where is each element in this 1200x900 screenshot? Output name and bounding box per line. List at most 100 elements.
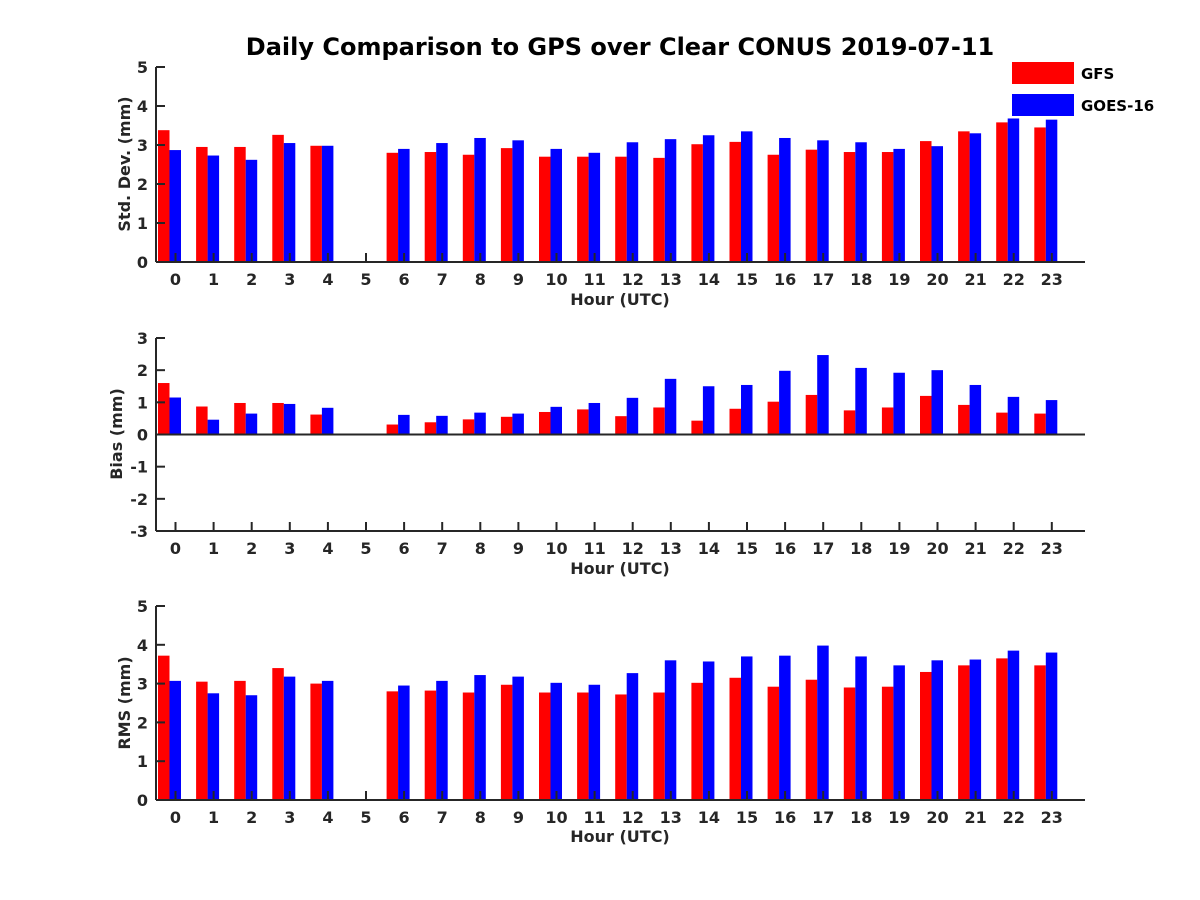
x-tick-label-std-13: 13	[660, 270, 682, 289]
bar-rms-goes16-hour-1	[207, 693, 220, 800]
bar-std-goes16-hour-12	[626, 142, 639, 262]
bar-rms-goes16-hour-10	[550, 682, 562, 800]
x-tick-label-bias-16: 16	[774, 539, 796, 558]
bar-bias-gfs-hour-20	[920, 395, 932, 435]
bar-std-goes16-hour-1	[207, 155, 220, 262]
bar-bias-gfs-hour-16	[767, 401, 780, 435]
y-tick-label-bias-3: 3	[137, 329, 148, 348]
bar-rms-gfs-hour-17	[805, 679, 818, 800]
bar-bias-goes16-hour-9	[512, 413, 524, 435]
x-tick-label-std-2: 2	[246, 270, 257, 289]
legend-label-goes16: GOES-16	[1081, 97, 1154, 115]
x-tick-label-bias-17: 17	[812, 539, 834, 558]
x-tick-label-std-8: 8	[475, 270, 486, 289]
x-tick-label-rms-6: 6	[399, 808, 410, 827]
bar-rms-gfs-hour-3	[272, 668, 284, 800]
bar-bias-goes16-hour-22	[1007, 396, 1020, 435]
x-tick-label-rms-0: 0	[170, 808, 181, 827]
bar-rms-gfs-hour-14	[691, 682, 703, 800]
bar-rms-gfs-hour-19	[881, 686, 894, 800]
bar-std-gfs-hour-17	[805, 149, 818, 262]
bar-bias-gfs-hour-13	[653, 407, 665, 435]
x-tick-label-rms-21: 21	[964, 808, 986, 827]
x-tick-label-bias-8: 8	[475, 539, 486, 558]
x-tick-label-rms-1: 1	[208, 808, 219, 827]
bar-bias-goes16-hour-11	[588, 402, 601, 435]
bar-rms-gfs-hour-8	[462, 692, 475, 800]
x-tick-label-rms-15: 15	[736, 808, 758, 827]
bar-rms-goes16-hour-19	[893, 665, 905, 800]
bar-rms-goes16-hour-13	[664, 660, 677, 800]
bar-std-goes16-hour-15	[741, 131, 753, 262]
bar-std-goes16-hour-11	[588, 152, 601, 262]
bar-std-goes16-hour-2	[245, 159, 258, 262]
x-tick-label-std-9: 9	[513, 270, 524, 289]
x-tick-label-bias-21: 21	[964, 539, 986, 558]
bar-bias-goes16-hour-7	[436, 415, 448, 435]
bar-std-gfs-hour-18	[843, 152, 856, 262]
bar-rms-goes16-hour-16	[779, 655, 791, 800]
bar-std-gfs-hour-22	[996, 122, 1008, 262]
y-tick-label-bias-0: 0	[137, 426, 148, 445]
x-tick-label-std-17: 17	[812, 270, 834, 289]
bar-rms-gfs-hour-22	[996, 658, 1008, 800]
bar-bias-gfs-hour-10	[539, 411, 551, 435]
bar-std-gfs-hour-9	[500, 148, 513, 262]
bar-std-gfs-hour-4	[310, 145, 322, 262]
y-tick-label-std-0: 0	[137, 253, 148, 272]
bar-std-gfs-hour-8	[462, 154, 475, 262]
legend-swatch-goes16	[1012, 94, 1074, 116]
x-tick-label-bias-6: 6	[399, 539, 410, 558]
x-tick-label-std-4: 4	[322, 270, 333, 289]
bar-rms-gfs-hour-10	[539, 692, 551, 800]
bar-std-goes16-hour-14	[702, 135, 715, 262]
bar-bias-goes16-hour-14	[702, 386, 715, 435]
y-tick-label-rms-4: 4	[137, 636, 148, 655]
bar-bias-gfs-hour-12	[615, 416, 627, 435]
bar-std-gfs-hour-11	[577, 156, 589, 262]
legend-label-gfs: GFS	[1081, 65, 1114, 83]
x-tick-label-std-12: 12	[622, 270, 644, 289]
bar-rms-gfs-hour-0	[158, 655, 170, 800]
bar-std-gfs-hour-12	[615, 156, 627, 262]
bar-bias-goes16-hour-20	[931, 370, 943, 435]
bar-bias-goes16-hour-13	[664, 378, 677, 435]
bar-bias-goes16-hour-16	[779, 370, 791, 435]
x-tick-label-bias-22: 22	[1003, 539, 1025, 558]
y-tick-label-rms-1: 1	[137, 752, 148, 771]
x-tick-label-std-10: 10	[545, 270, 567, 289]
bar-std-gfs-hour-6	[386, 152, 399, 262]
x-tick-label-rms-9: 9	[513, 808, 524, 827]
bar-rms-goes16-hour-18	[855, 656, 867, 800]
x-tick-label-rms-4: 4	[322, 808, 333, 827]
bar-std-goes16-hour-7	[436, 143, 448, 262]
x-tick-label-bias-18: 18	[850, 539, 872, 558]
bar-bias-goes16-hour-6	[398, 414, 410, 435]
bar-std-goes16-hour-4	[321, 145, 334, 262]
y-tick-label-rms-2: 2	[137, 713, 148, 732]
bar-rms-gfs-hour-13	[653, 692, 665, 800]
x-tick-label-bias-11: 11	[583, 539, 605, 558]
x-tick-label-rms-23: 23	[1041, 808, 1063, 827]
legend: GFS GOES-16	[1012, 62, 1154, 116]
y-tick-label-std-5: 5	[137, 58, 148, 77]
x-tick-label-std-7: 7	[437, 270, 448, 289]
y-tick-label-bias-2: 2	[137, 361, 148, 380]
bar-std-gfs-hour-19	[881, 152, 894, 262]
bar-rms-gfs-hour-7	[424, 690, 437, 800]
bar-std-goes16-hour-20	[931, 146, 943, 262]
bar-rms-gfs-hour-18	[843, 687, 856, 800]
bar-std-goes16-hour-17	[817, 140, 829, 262]
x-tick-label-bias-3: 3	[284, 539, 295, 558]
bar-rms-goes16-hour-12	[626, 673, 639, 800]
bar-std-goes16-hour-10	[550, 148, 562, 262]
bar-std-gfs-hour-0	[158, 130, 170, 262]
y-tick-label-rms-0: 0	[137, 791, 148, 810]
x-tick-label-bias-0: 0	[170, 539, 181, 558]
bar-rms-gfs-hour-1	[196, 681, 208, 800]
x-tick-label-rms-13: 13	[660, 808, 682, 827]
y-tick-label-std-4: 4	[137, 97, 148, 116]
bar-rms-goes16-hour-3	[283, 676, 296, 800]
bar-std-gfs-hour-16	[767, 154, 780, 262]
y-axis-label-rms: RMS (mm)	[115, 656, 134, 749]
